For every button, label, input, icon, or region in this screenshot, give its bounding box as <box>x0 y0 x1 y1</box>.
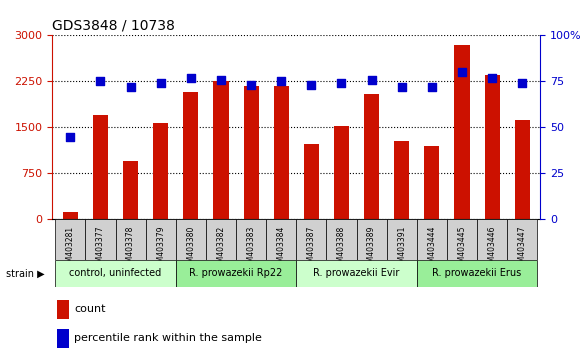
Point <box>246 82 256 88</box>
Point <box>427 84 436 90</box>
Text: GSM403379: GSM403379 <box>156 225 165 272</box>
FancyBboxPatch shape <box>327 219 357 260</box>
Point <box>187 75 196 81</box>
Text: GSM403446: GSM403446 <box>487 225 497 272</box>
Text: GSM403445: GSM403445 <box>457 225 467 272</box>
Text: control, uninfected: control, uninfected <box>69 268 162 279</box>
Bar <box>424 146 439 219</box>
Bar <box>213 81 228 219</box>
Bar <box>243 86 259 219</box>
Bar <box>334 126 349 219</box>
Point <box>307 82 316 88</box>
Bar <box>274 86 289 219</box>
Bar <box>515 120 530 219</box>
Point <box>96 79 105 84</box>
Text: GSM403281: GSM403281 <box>66 225 75 272</box>
Text: GSM403382: GSM403382 <box>217 225 225 272</box>
Text: R. prowazekii Evir: R. prowazekii Evir <box>313 268 400 279</box>
FancyBboxPatch shape <box>55 260 176 287</box>
FancyBboxPatch shape <box>507 219 537 260</box>
FancyBboxPatch shape <box>447 219 477 260</box>
Point <box>457 69 467 75</box>
Text: GSM403391: GSM403391 <box>397 225 406 272</box>
FancyBboxPatch shape <box>176 219 206 260</box>
Point <box>518 80 527 86</box>
Bar <box>454 45 469 219</box>
Point <box>156 80 166 86</box>
Point <box>66 134 75 139</box>
FancyBboxPatch shape <box>55 219 85 260</box>
Text: R. prowazekii Erus: R. prowazekii Erus <box>432 268 522 279</box>
FancyBboxPatch shape <box>206 219 236 260</box>
FancyBboxPatch shape <box>417 219 447 260</box>
Text: GSM403377: GSM403377 <box>96 225 105 272</box>
Text: count: count <box>74 304 106 314</box>
Point <box>216 77 225 82</box>
Text: GSM403387: GSM403387 <box>307 225 316 272</box>
Text: GSM403378: GSM403378 <box>126 225 135 272</box>
Text: percentile rank within the sample: percentile rank within the sample <box>74 333 262 343</box>
Text: GSM403383: GSM403383 <box>246 225 256 272</box>
FancyBboxPatch shape <box>85 219 116 260</box>
Bar <box>57 300 69 319</box>
Text: GSM403384: GSM403384 <box>277 225 286 272</box>
Point <box>126 84 135 90</box>
Bar <box>93 115 108 219</box>
Text: GSM403389: GSM403389 <box>367 225 376 272</box>
FancyBboxPatch shape <box>357 219 387 260</box>
FancyBboxPatch shape <box>296 260 417 287</box>
Point <box>277 79 286 84</box>
Text: GSM403388: GSM403388 <box>337 225 346 272</box>
FancyBboxPatch shape <box>236 219 266 260</box>
Bar <box>485 75 500 219</box>
FancyBboxPatch shape <box>266 219 296 260</box>
Bar <box>394 141 409 219</box>
Text: GSM403380: GSM403380 <box>187 225 195 272</box>
Text: strain ▶: strain ▶ <box>6 268 44 279</box>
Text: GSM403447: GSM403447 <box>518 225 527 272</box>
Bar <box>364 94 379 219</box>
FancyBboxPatch shape <box>387 219 417 260</box>
FancyBboxPatch shape <box>477 219 507 260</box>
FancyBboxPatch shape <box>116 219 146 260</box>
Bar <box>63 212 78 219</box>
Bar <box>57 329 69 348</box>
FancyBboxPatch shape <box>417 260 537 287</box>
FancyBboxPatch shape <box>176 260 296 287</box>
Text: GDS3848 / 10738: GDS3848 / 10738 <box>52 19 175 33</box>
FancyBboxPatch shape <box>296 219 327 260</box>
Bar <box>123 161 138 219</box>
Point <box>487 75 497 81</box>
Bar <box>304 144 319 219</box>
Bar <box>184 92 198 219</box>
Point <box>397 84 406 90</box>
FancyBboxPatch shape <box>146 219 176 260</box>
Point <box>337 80 346 86</box>
Text: R. prowazekii Rp22: R. prowazekii Rp22 <box>189 268 283 279</box>
Point <box>367 77 376 82</box>
Bar <box>153 122 168 219</box>
Text: GSM403444: GSM403444 <box>428 225 436 272</box>
